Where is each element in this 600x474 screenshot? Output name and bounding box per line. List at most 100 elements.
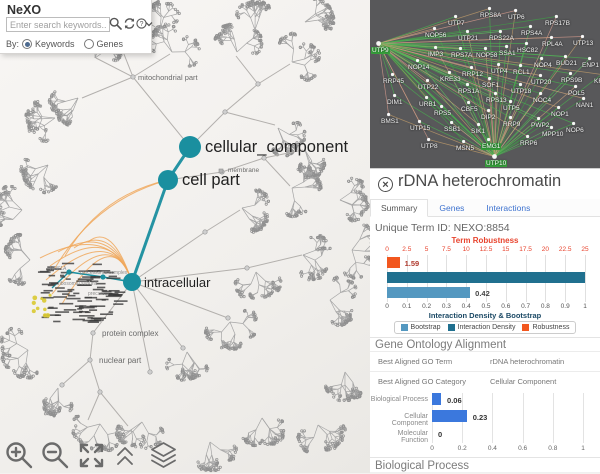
gene-label-nan1[interactable]: NAN1 — [576, 102, 593, 109]
gene-label-ssb1[interactable]: SSB1 — [444, 126, 461, 133]
gene-node-dot[interactable] — [484, 47, 487, 50]
gene-node-dot[interactable] — [426, 79, 429, 82]
gene-label-utp8[interactable]: UTP8 — [421, 143, 438, 150]
gene-node-dot[interactable] — [497, 63, 500, 66]
tab-genes[interactable]: Genes — [428, 199, 475, 216]
gene-label-cbf5[interactable]: CBF5 — [461, 106, 478, 113]
gene-label-utp7[interactable]: UTP7 — [448, 20, 465, 27]
fit-to-screen-button[interactable] — [76, 440, 107, 471]
gene-node-dot[interactable] — [509, 116, 512, 119]
gene-node-dot[interactable] — [376, 41, 381, 46]
refresh-icon[interactable] — [123, 17, 136, 30]
gene-label-rpl4a[interactable]: RPL4A — [542, 41, 563, 48]
gene-label-ssa1[interactable]: SSA1 — [499, 50, 516, 57]
gene-label-rcl1[interactable]: RCL1 — [513, 69, 530, 76]
chevron-down-icon[interactable] — [145, 20, 153, 28]
gene-label-nop4[interactable]: NOP4 — [534, 62, 552, 69]
gene-label-imp3[interactable]: IMP3 — [428, 51, 443, 58]
gene-label-nop1[interactable]: NOP1 — [551, 111, 569, 118]
gene-label-rps8a[interactable]: RPS8A — [480, 12, 501, 19]
gene-label-utp22[interactable]: UTP22 — [418, 84, 438, 91]
gene-node-dot[interactable] — [569, 72, 572, 75]
gene-node-dot[interactable] — [387, 113, 390, 116]
gene-node-dot[interactable] — [416, 59, 419, 62]
gene-node-dot[interactable] — [519, 83, 522, 86]
gene-node-dot[interactable] — [539, 74, 542, 77]
gene-node-dot[interactable] — [499, 30, 502, 33]
gene-label-rrp45[interactable]: RRP45 — [383, 78, 404, 85]
gene-label-utp4[interactable]: UTP4 — [491, 68, 508, 75]
gene-node-dot[interactable] — [555, 15, 558, 18]
gene-node-dot[interactable] — [557, 106, 560, 109]
gene-label-nop56[interactable]: NOP56 — [425, 32, 446, 39]
gene-node-dot[interactable] — [537, 117, 540, 120]
gene-node-dot[interactable] — [588, 57, 591, 60]
term-node-cell-part[interactable] — [158, 170, 178, 190]
gene-node-dot[interactable] — [470, 66, 473, 69]
close-icon[interactable]: × — [378, 177, 393, 192]
gene-node-dot[interactable] — [466, 83, 469, 86]
gene-node-dot[interactable] — [487, 109, 490, 112]
gene-node-dot[interactable] — [454, 15, 457, 18]
term-label-minor[interactable]: nuclear part — [99, 356, 141, 365]
gene-node-dot[interactable] — [514, 9, 517, 12]
gene-label-pwp2[interactable]: PWP2 — [531, 122, 549, 129]
gene-label-dip2[interactable]: DIP2 — [481, 114, 495, 121]
gene-node-dot[interactable] — [448, 71, 451, 74]
gene-label-utp6[interactable]: UTP6 — [508, 14, 525, 21]
gene-node-dot[interactable] — [529, 25, 532, 28]
gene-node-dot[interactable] — [572, 122, 575, 125]
gene-node-dot[interactable] — [467, 101, 470, 104]
zoom-out-button[interactable] — [40, 440, 71, 471]
radio-genes-label[interactable]: Genes — [97, 39, 124, 49]
gene-label-urb1[interactable]: URB1 — [419, 101, 436, 108]
gene-label-mpp10[interactable]: MPP10 — [542, 131, 563, 138]
gene-node-dot[interactable] — [540, 57, 543, 60]
gene-label-sof1[interactable]: SOF1 — [482, 82, 499, 89]
gene-label-rps17b[interactable]: RPS17B — [545, 20, 570, 27]
gene-node-dot[interactable] — [581, 35, 584, 38]
term-label-minor[interactable]: protein complex — [102, 329, 158, 338]
radio-genes[interactable] — [84, 39, 94, 49]
gene-label-emg1[interactable]: EMG1 — [481, 143, 501, 150]
gene-node-dot[interactable] — [564, 55, 567, 58]
gene-label-dim1[interactable]: DIM1 — [387, 99, 403, 106]
gene-label-kre33[interactable]: KRE33 — [440, 76, 461, 83]
gene-node-dot[interactable] — [433, 27, 436, 30]
term-label-intracellular[interactable]: intracellular — [144, 275, 210, 290]
gene-node-dot[interactable] — [574, 85, 577, 88]
gene-label-rrp6[interactable]: RRP6 — [520, 140, 537, 147]
gene-label-rps1a[interactable]: RPS1A — [458, 88, 479, 95]
gene-label-rps9b[interactable]: RPS9B — [561, 77, 582, 84]
gene-node-dot[interactable] — [427, 138, 430, 141]
gene-label-rrp12[interactable]: RRP12 — [462, 71, 483, 78]
gene-node-dot[interactable] — [509, 100, 512, 103]
gene-label-nop58[interactable]: NOP58 — [476, 52, 497, 59]
gene-label-kri1[interactable]: KRI1 — [594, 78, 600, 85]
gene-label-sik1[interactable]: SIK1 — [471, 128, 485, 135]
gene-label-nop14[interactable]: NOP14 — [408, 64, 429, 71]
term-node-cellular-component[interactable] — [179, 136, 201, 158]
gene-label-utp9[interactable]: UTP9 — [371, 47, 390, 54]
gene-node-dot[interactable] — [391, 73, 394, 76]
zoom-in-button[interactable] — [4, 440, 35, 471]
gene-node-dot[interactable] — [582, 97, 585, 100]
gene-node-dot[interactable] — [477, 123, 480, 126]
gene-node-dot[interactable] — [488, 7, 491, 10]
gene-node-dot[interactable] — [550, 126, 553, 129]
gene-label-hsc82[interactable]: HSC82 — [517, 47, 538, 54]
gene-label-rrp9[interactable]: RRP9 — [503, 121, 520, 128]
gene-label-utp10[interactable]: UTP10 — [485, 160, 507, 167]
gene-label-bms1[interactable]: BMS1 — [381, 118, 399, 125]
interaction-network-panel[interactable]: UTP9 UTP10 EMG1 UTP7 RPS8A UTP6 RPS17B NOP56 UTP… — [370, 0, 600, 169]
gene-label-rps13[interactable]: RPS13 — [486, 97, 507, 104]
gene-node-dot[interactable] — [393, 94, 396, 97]
gene-label-rps5[interactable]: RPS5 — [434, 110, 451, 117]
gene-label-rps7a[interactable]: RPS7A — [451, 52, 472, 59]
gene-label-nop6[interactable]: NOP6 — [566, 127, 584, 134]
gene-label-utp21[interactable]: UTP21 — [458, 35, 478, 42]
gene-node-dot[interactable] — [462, 140, 465, 143]
gene-node-dot[interactable] — [466, 30, 469, 33]
gene-label-bud21[interactable]: BUD21 — [556, 60, 577, 67]
gene-node-dot[interactable] — [525, 42, 528, 45]
